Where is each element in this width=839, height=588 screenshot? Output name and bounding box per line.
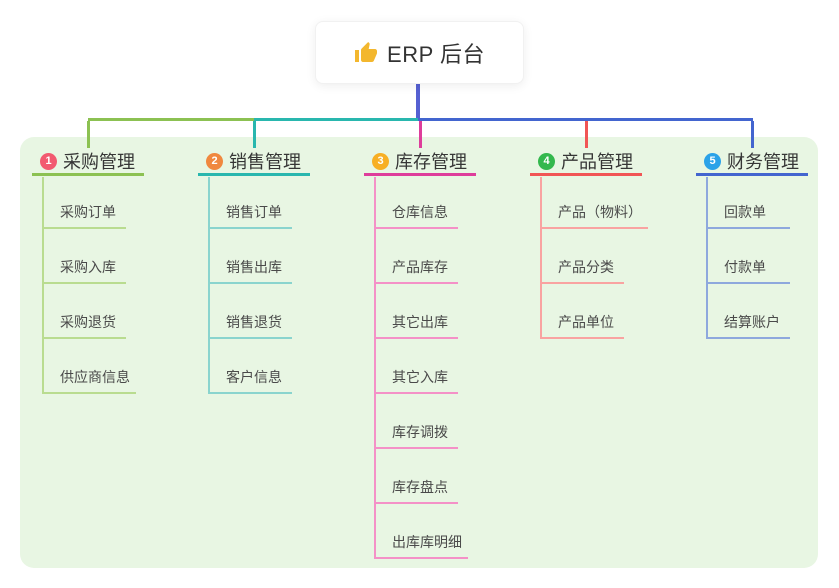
child-node[interactable]: 客户信息 bbox=[208, 367, 292, 394]
root-title: ERP 后台 bbox=[387, 41, 485, 67]
child-node[interactable]: 出库库明细 bbox=[374, 532, 468, 559]
child-node-label: 产品单位 bbox=[540, 312, 624, 339]
child-node[interactable]: 库存盘点 bbox=[374, 477, 458, 504]
branch-number-badge: 3 bbox=[372, 152, 389, 170]
branch-title-label: 产品管理 bbox=[561, 152, 633, 172]
child-node-label: 出库库明细 bbox=[374, 532, 468, 559]
child-node[interactable]: 销售退货 bbox=[208, 312, 292, 339]
branch-node-4[interactable]: 4 产品管理 bbox=[530, 149, 642, 176]
rail-branch-5 bbox=[418, 118, 753, 121]
child-node-label: 产品库存 bbox=[374, 257, 458, 284]
drop-branch-4 bbox=[585, 121, 588, 148]
branch-number-badge: 1 bbox=[40, 152, 57, 170]
child-node-label: 仓库信息 bbox=[374, 202, 458, 229]
child-node-label: 销售退货 bbox=[208, 312, 292, 339]
branch-node-3[interactable]: 3 库存管理 bbox=[364, 149, 476, 176]
child-node-label: 结算账户 bbox=[706, 312, 790, 339]
branch-title-label: 销售管理 bbox=[229, 152, 301, 172]
child-node-label: 采购退货 bbox=[42, 312, 126, 339]
branch-node-2[interactable]: 2 销售管理 bbox=[198, 149, 310, 176]
child-node-label: 其它入库 bbox=[374, 367, 458, 394]
children-connector-line bbox=[706, 177, 708, 339]
child-node[interactable]: 产品单位 bbox=[540, 312, 624, 339]
child-node-label: 销售订单 bbox=[208, 202, 292, 229]
child-node-label: 付款单 bbox=[706, 257, 790, 284]
branch-number-badge: 4 bbox=[538, 152, 555, 170]
child-node[interactable]: 销售出库 bbox=[208, 257, 292, 284]
child-node[interactable]: 销售订单 bbox=[208, 202, 292, 229]
child-node-label: 采购订单 bbox=[42, 202, 126, 229]
child-node[interactable]: 回款单 bbox=[706, 202, 790, 229]
drop-branch-1 bbox=[87, 121, 90, 148]
child-node[interactable]: 库存调拨 bbox=[374, 422, 458, 449]
branch-number-badge: 2 bbox=[206, 152, 223, 170]
root-node[interactable]: ERP 后台 bbox=[315, 21, 524, 84]
child-node-label: 产品分类 bbox=[540, 257, 624, 284]
child-node-label: 库存调拨 bbox=[374, 422, 458, 449]
root-connector-line bbox=[416, 82, 420, 121]
branch-number-badge: 5 bbox=[704, 152, 721, 170]
branch-title-label: 财务管理 bbox=[727, 152, 799, 172]
child-node-label: 库存盘点 bbox=[374, 477, 458, 504]
children-connector-line bbox=[540, 177, 542, 339]
child-node-label: 其它出库 bbox=[374, 312, 458, 339]
branch-node-5[interactable]: 5 财务管理 bbox=[696, 149, 808, 176]
child-node-label: 供应商信息 bbox=[42, 367, 136, 394]
child-node[interactable]: 采购退货 bbox=[42, 312, 126, 339]
child-node[interactable]: 产品库存 bbox=[374, 257, 458, 284]
child-node-label: 产品（物料） bbox=[540, 202, 648, 229]
child-node[interactable]: 付款单 bbox=[706, 257, 790, 284]
rail-branch-2 bbox=[254, 118, 422, 121]
children-connector-line bbox=[42, 177, 44, 394]
children-connector-line bbox=[374, 177, 376, 559]
child-node-label: 销售出库 bbox=[208, 257, 292, 284]
drop-branch-3 bbox=[419, 121, 422, 148]
branch-title-label: 库存管理 bbox=[395, 152, 467, 172]
child-node[interactable]: 产品分类 bbox=[540, 257, 624, 284]
child-node[interactable]: 其它出库 bbox=[374, 312, 458, 339]
child-node[interactable]: 仓库信息 bbox=[374, 202, 458, 229]
thumbs-up-icon bbox=[354, 41, 378, 65]
child-node-label: 客户信息 bbox=[208, 367, 292, 394]
child-node[interactable]: 其它入库 bbox=[374, 367, 458, 394]
child-node[interactable]: 供应商信息 bbox=[42, 367, 136, 394]
background-panel bbox=[20, 137, 818, 568]
child-node[interactable]: 采购入库 bbox=[42, 257, 126, 284]
branch-title-label: 采购管理 bbox=[63, 152, 135, 172]
child-node[interactable]: 产品（物料） bbox=[540, 202, 648, 229]
branch-node-1[interactable]: 1 采购管理 bbox=[32, 149, 144, 176]
child-node[interactable]: 结算账户 bbox=[706, 312, 790, 339]
drop-branch-5 bbox=[751, 121, 754, 148]
child-node-label: 回款单 bbox=[706, 202, 790, 229]
drop-branch-2 bbox=[253, 121, 256, 148]
children-connector-line bbox=[208, 177, 210, 394]
child-node[interactable]: 采购订单 bbox=[42, 202, 126, 229]
child-node-label: 采购入库 bbox=[42, 257, 126, 284]
